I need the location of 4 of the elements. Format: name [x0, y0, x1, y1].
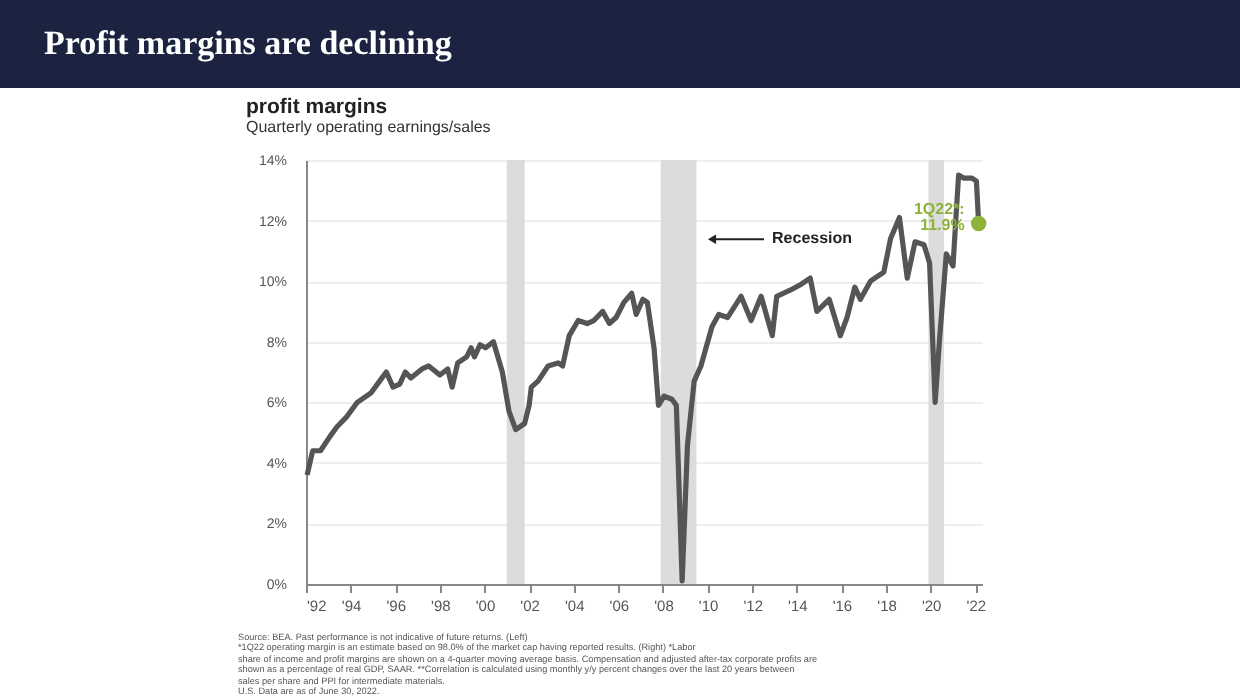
chart-subtitle: Quarterly operating earnings/sales: [246, 118, 491, 136]
band-label: Recession: [772, 229, 853, 248]
chart-title: Profit margins are declining: [0, 0, 1240, 88]
text: profit margins: [246, 95, 388, 119]
